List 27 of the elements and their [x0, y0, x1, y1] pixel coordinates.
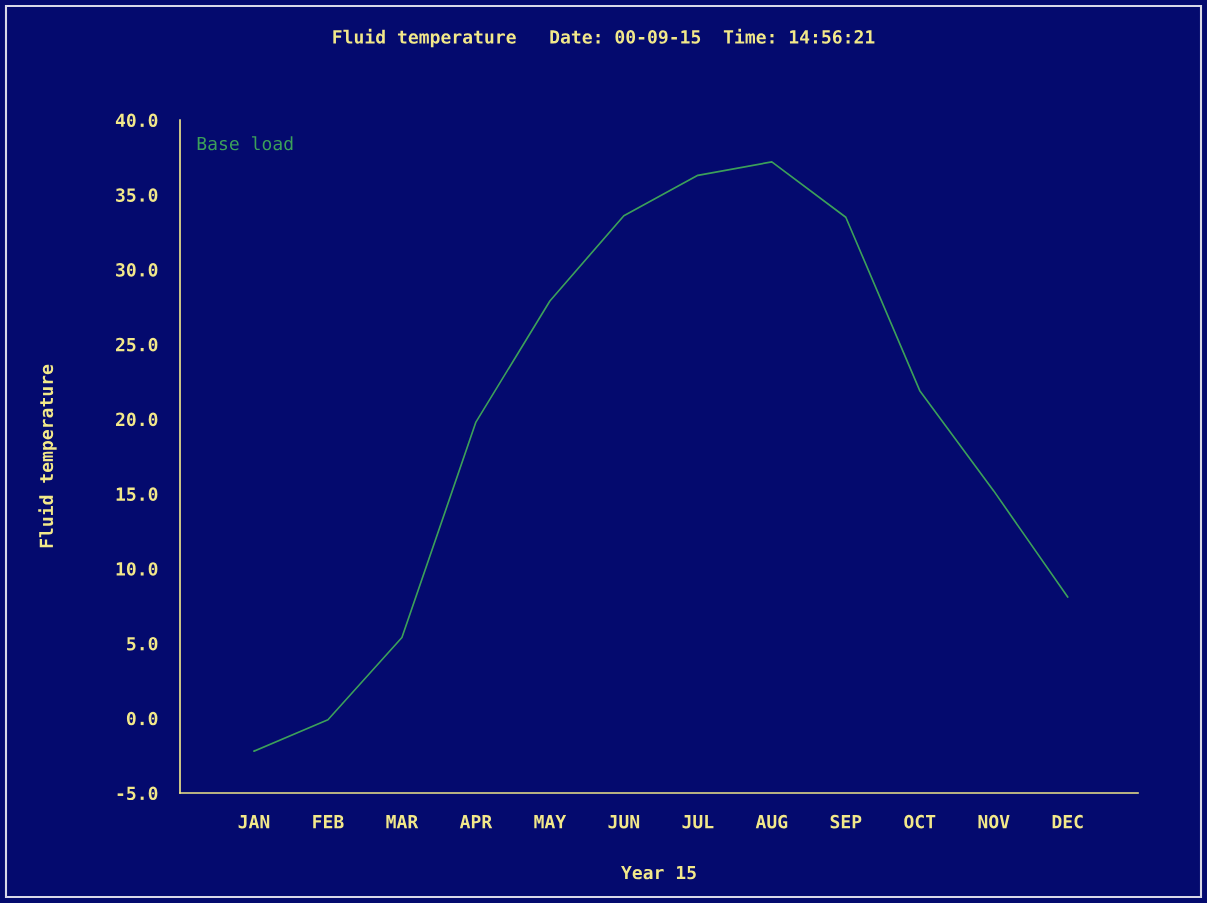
x-tick-label: JUL [682, 815, 714, 829]
y-tick-label: 30.0 [116, 263, 158, 277]
y-tick-label: 35.0 [116, 188, 158, 202]
chart-title: Fluid temperature Date: 00-09-15 Time: 14:56:21 [333, 28, 875, 48]
x-tick-label: OCT [904, 814, 936, 829]
x-tick-label: FEB [313, 815, 344, 829]
x-tick-label: MAR [386, 815, 419, 829]
line-series [253, 161, 1069, 752]
y-tick-label: 15.0 [116, 487, 158, 502]
y-tick-label: -5.0 [117, 786, 158, 801]
y-axis-title: Fluid temperature [38, 364, 57, 548]
text: Base load [197, 136, 293, 151]
y-tick-label: 25.0 [116, 337, 158, 352]
x-tick-label: JAN [238, 815, 270, 829]
x-tick-label: MAY [534, 815, 567, 829]
x-tick-label: JUN [608, 815, 640, 829]
x-tick-label: SEP [830, 814, 862, 829]
y-tick-label: 0.0 [126, 711, 158, 726]
y-tick-label: 10.0 [116, 562, 158, 576]
x-tick-label: AUG [755, 814, 788, 829]
x-axis-title: Year 15 [621, 865, 696, 880]
x-tick-label: NOV [978, 814, 1010, 829]
y-tick-label: 20.0 [116, 412, 158, 427]
x-tick-label: APR [459, 815, 493, 829]
x-tick-label: DEC [1052, 814, 1083, 829]
y-tick-label: 5.0 [127, 636, 158, 651]
y-tick-label: 40.0 [115, 113, 158, 128]
